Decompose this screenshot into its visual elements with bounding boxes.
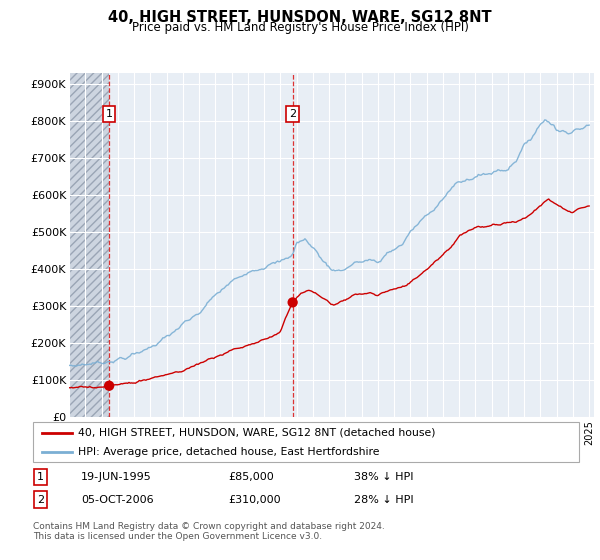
Point <box>104 381 114 390</box>
Text: 1: 1 <box>37 472 44 482</box>
Text: 40, HIGH STREET, HUNSDON, WARE, SG12 8NT: 40, HIGH STREET, HUNSDON, WARE, SG12 8NT <box>108 10 492 25</box>
Text: £85,000: £85,000 <box>228 472 274 482</box>
Text: 40, HIGH STREET, HUNSDON, WARE, SG12 8NT (detached house): 40, HIGH STREET, HUNSDON, WARE, SG12 8NT… <box>78 428 436 438</box>
Text: 2: 2 <box>289 109 296 119</box>
Text: 28% ↓ HPI: 28% ↓ HPI <box>354 494 413 505</box>
Text: 19-JUN-1995: 19-JUN-1995 <box>81 472 152 482</box>
Text: 2: 2 <box>37 494 44 505</box>
Text: Price paid vs. HM Land Registry's House Price Index (HPI): Price paid vs. HM Land Registry's House … <box>131 21 469 34</box>
Text: 1: 1 <box>106 109 113 119</box>
Text: 38% ↓ HPI: 38% ↓ HPI <box>354 472 413 482</box>
Text: HPI: Average price, detached house, East Hertfordshire: HPI: Average price, detached house, East… <box>78 446 380 456</box>
Bar <box>69 73 109 417</box>
Point <box>288 298 298 307</box>
Text: £310,000: £310,000 <box>228 494 281 505</box>
Text: Contains HM Land Registry data © Crown copyright and database right 2024.
This d: Contains HM Land Registry data © Crown c… <box>33 522 385 542</box>
Text: 05-OCT-2006: 05-OCT-2006 <box>81 494 154 505</box>
